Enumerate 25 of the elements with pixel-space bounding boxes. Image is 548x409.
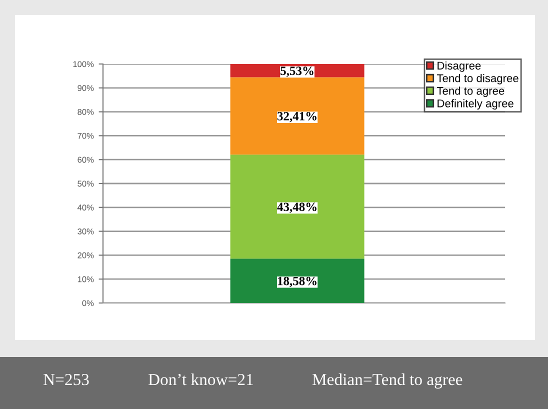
text: Median=Tend to agree bbox=[312, 373, 462, 389]
y-tick-label: 40% bbox=[77, 204, 94, 210]
y-tick-label: 90% bbox=[78, 85, 94, 91]
y-tick-label: 70% bbox=[78, 132, 94, 139]
y-tick-label: 50% bbox=[78, 180, 94, 187]
legend-label: Disagree bbox=[438, 61, 481, 72]
text: N=253 bbox=[43, 374, 89, 386]
y-tick-label: 20% bbox=[78, 252, 94, 258]
y-tick-label: 10% bbox=[78, 276, 94, 282]
bar bbox=[230, 258, 364, 303]
data-label: 5,53% bbox=[280, 66, 314, 77]
y-tick-label: 30% bbox=[78, 228, 94, 234]
bar bbox=[230, 77, 364, 155]
data-label: 18,58% bbox=[278, 276, 316, 288]
legend-label: Tend to agree bbox=[436, 86, 504, 97]
data-label: 32,41% bbox=[277, 112, 316, 122]
y-tick-label: 60% bbox=[78, 156, 94, 163]
y-tick-label: 0% bbox=[82, 300, 94, 306]
legend-label: Definitely agree bbox=[438, 99, 514, 110]
text: Don’t know=21 bbox=[148, 373, 253, 386]
y-tick-label: 80% bbox=[78, 109, 94, 115]
bar bbox=[230, 154, 364, 259]
y-tick-label: 100% bbox=[73, 61, 94, 68]
legend-label: Tend to disagree bbox=[436, 74, 518, 84]
data-label: 43,48% bbox=[277, 202, 316, 213]
